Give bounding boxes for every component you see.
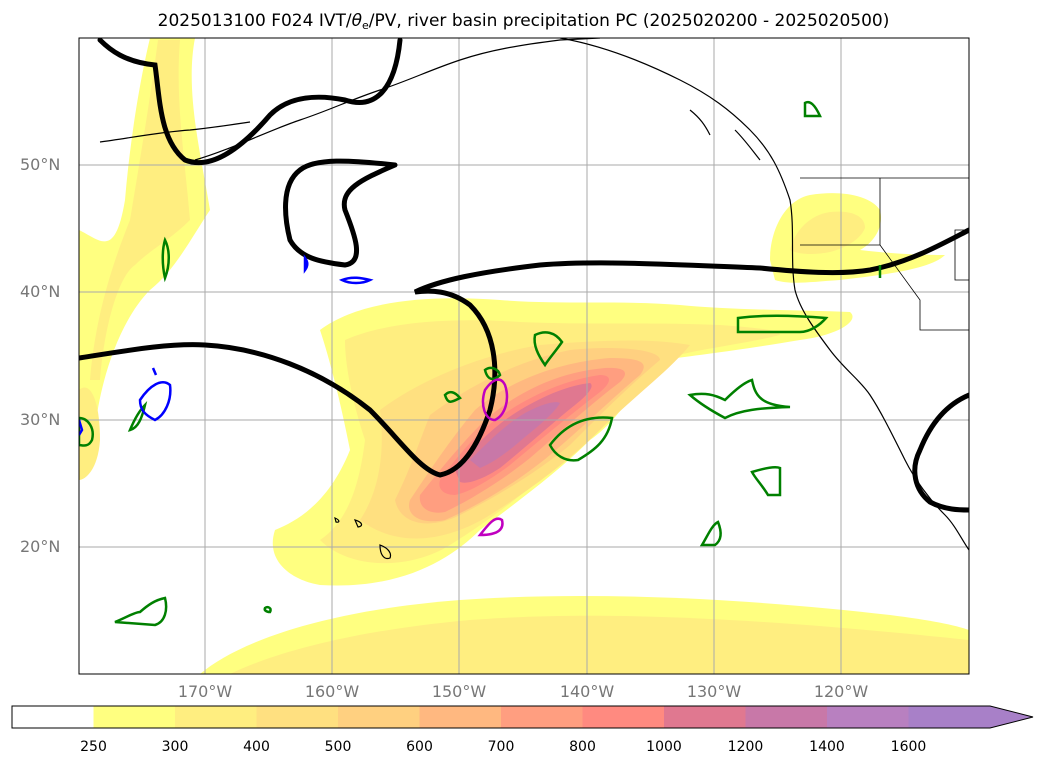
- colorbar-segment: [256, 706, 339, 728]
- colorbar-segment: [745, 706, 828, 728]
- map-panel: [78, 37, 970, 675]
- colorbar-label: 700: [487, 739, 515, 755]
- colorbar-segment: [12, 706, 94, 728]
- colorbar-segments: [12, 706, 1033, 728]
- lon-label-150w: 150°W: [431, 682, 487, 701]
- colorbar-label: 800: [569, 739, 596, 755]
- ivt-contours: [79, 38, 969, 513]
- colorbar-segment: [582, 706, 665, 728]
- colorbar-label: 500: [324, 739, 352, 755]
- ivt-shading: [79, 38, 969, 674]
- colorbar-label: 1000: [646, 739, 682, 755]
- colorbar-extend-arrow: [990, 706, 1033, 728]
- colorbar-outline: [11, 705, 1034, 729]
- title-theta-subscript: e: [362, 19, 369, 32]
- pc-magenta-contours: [477, 378, 509, 537]
- colorbar-segment: [501, 706, 583, 728]
- pc-negative-contours: [79, 254, 374, 436]
- colorbar-label: 250: [80, 739, 107, 755]
- colorbar-label: 1200: [727, 739, 764, 755]
- colorbar-label: 300: [161, 739, 189, 755]
- colorbar: [11, 705, 1034, 729]
- lon-label-140w: 140°W: [559, 682, 615, 701]
- lat-label-40n: 40°N: [20, 282, 61, 301]
- colorbar-segment: [827, 706, 909, 728]
- lon-label-120w: 120°W: [813, 682, 869, 701]
- title-theta: θ: [351, 11, 362, 31]
- title-prefix: 2025013100 F024 IVT/: [157, 11, 352, 31]
- lon-label-170w: 170°W: [177, 682, 233, 701]
- gridlines: [79, 38, 969, 674]
- title-suffix: /PV, river basin precipitation PC (20250…: [368, 11, 890, 31]
- colorbar-segment: [338, 706, 420, 728]
- lon-label-130w: 130°W: [686, 682, 742, 701]
- lat-label-50n: 50°N: [20, 155, 61, 174]
- colorbar-segment: [175, 706, 257, 728]
- lat-label-20n: 20°N: [20, 537, 61, 556]
- colorbar-label: 400: [243, 739, 270, 755]
- map-frame: [78, 37, 970, 675]
- pc-positive-contours: [79, 100, 882, 627]
- chart-title: 2025013100 F024 IVT/θe/PV, river basin p…: [0, 11, 1047, 32]
- colorbar-segment: [93, 706, 176, 728]
- colorbar-segment: [664, 706, 746, 728]
- colorbar-segment: [908, 706, 991, 728]
- colorbar-label: 1400: [809, 739, 845, 755]
- colorbar-label: 600: [406, 739, 433, 755]
- lon-label-160w: 160°W: [304, 682, 360, 701]
- lat-label-30n: 30°N: [20, 410, 61, 429]
- colorbar-label: 1600: [890, 739, 927, 755]
- colorbar-segment: [419, 706, 502, 728]
